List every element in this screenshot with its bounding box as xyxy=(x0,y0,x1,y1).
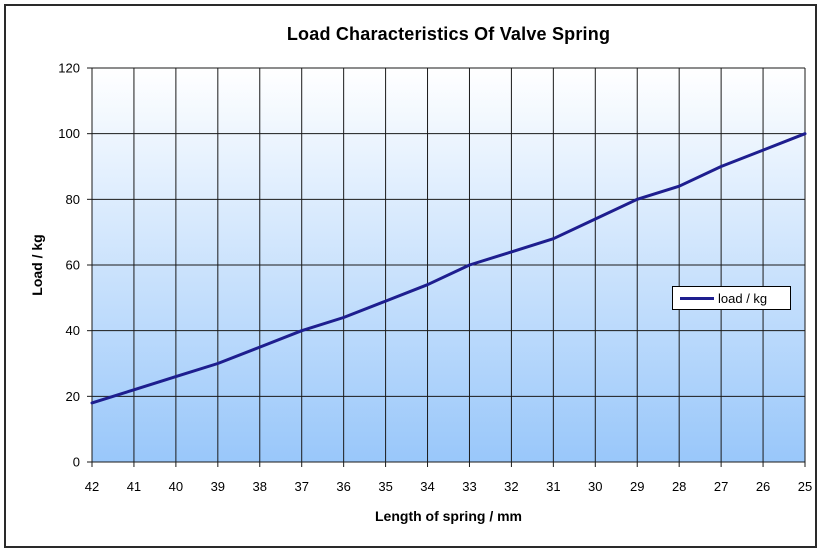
x-tick-label: 26 xyxy=(756,479,770,494)
y-tick-label: 0 xyxy=(73,455,80,470)
x-tick-label: 42 xyxy=(85,479,99,494)
x-tick-label: 28 xyxy=(672,479,686,494)
x-axis-title: Length of spring / mm xyxy=(375,508,522,524)
x-tick-label: 33 xyxy=(462,479,476,494)
x-tick-label: 34 xyxy=(420,479,434,494)
x-tick-label: 40 xyxy=(169,479,183,494)
legend-line-sample xyxy=(680,296,714,300)
x-tick-label: 25 xyxy=(798,479,812,494)
y-tick-label: 20 xyxy=(66,389,80,404)
x-tick-label: 36 xyxy=(336,479,350,494)
x-tick-label: 38 xyxy=(253,479,267,494)
legend: load / kg xyxy=(672,286,791,310)
y-tick-label: 60 xyxy=(66,258,80,273)
x-tick-label: 41 xyxy=(127,479,141,494)
x-tick-label: 32 xyxy=(504,479,518,494)
chart-title: Load Characteristics Of Valve Spring xyxy=(286,24,611,44)
x-tick-label: 37 xyxy=(294,479,308,494)
x-tick-label: 27 xyxy=(714,479,728,494)
y-tick-label: 40 xyxy=(66,323,80,338)
y-tick-label: 120 xyxy=(58,61,80,76)
x-tick-label: 35 xyxy=(378,479,392,494)
legend-label: load / kg xyxy=(718,290,768,306)
x-tick-label: 31 xyxy=(546,479,560,494)
y-tick-label: 80 xyxy=(66,192,80,207)
x-tick-label: 29 xyxy=(630,479,644,494)
y-tick-label: 100 xyxy=(58,126,80,141)
series-line xyxy=(90,132,807,405)
x-tick-label: 39 xyxy=(211,479,225,494)
x-tick-label: 30 xyxy=(588,479,602,494)
